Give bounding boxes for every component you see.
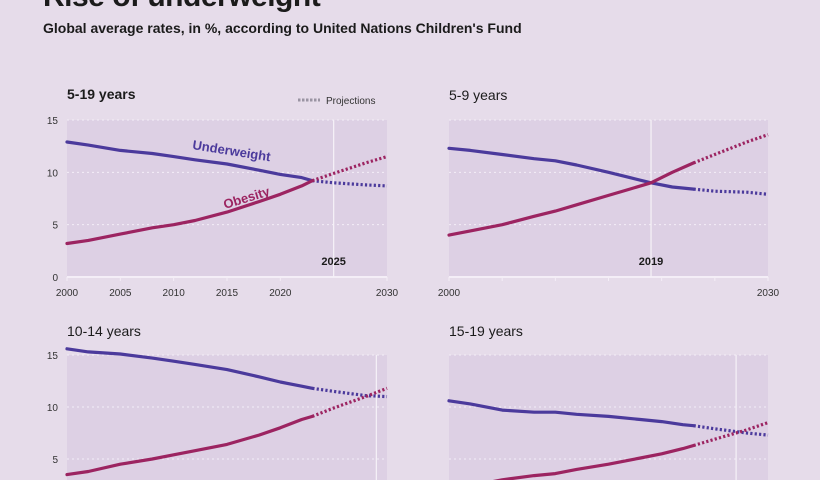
obesity-projection-line (693, 421, 769, 448)
underweight-line (65, 140, 314, 183)
panel-title: 10-14 years (67, 323, 141, 339)
x-tick-label: 2010 (163, 288, 186, 299)
x-tick-label: 2000 (56, 288, 79, 299)
underweight-projection-line (693, 424, 769, 437)
obesity-projection-line (311, 386, 388, 418)
x-tick-label: 2000 (438, 288, 461, 299)
underweight-projection-line (312, 386, 388, 399)
marker-year-label: 2025 (321, 256, 345, 268)
y-tick-label: 5 (52, 455, 58, 466)
panel-title: 15-19 years (449, 323, 523, 339)
y-tick-label: 10 (47, 403, 59, 414)
underweight-projection-line (693, 187, 769, 196)
underweight-line (65, 347, 314, 390)
x-tick-label: 2015 (216, 288, 239, 299)
panel-title: 5-19 years (67, 86, 136, 102)
y-tick-label: 5 (52, 221, 58, 232)
obesity-projection-line (693, 133, 769, 165)
x-tick-label: 2005 (109, 288, 132, 299)
y-tick-label: 15 (47, 116, 59, 127)
chart-panel-5-19-years: 0 5 10 15 2000 2005 2010 2015 2020 2030 5-19 years… (47, 86, 399, 299)
obesity-line (65, 179, 314, 246)
obesity-projection-line (311, 155, 388, 183)
panel-title: 5-9 years (449, 87, 507, 103)
underweight-line (447, 399, 696, 428)
chart-panel-5-9-years: 2000 2030 5-9 years 2019 (438, 87, 780, 299)
obesity-line (447, 161, 696, 237)
page-title: Rise of underweight (43, 0, 321, 14)
chart-panel-10-14-years: 5 10 15 10-14 years (47, 323, 388, 480)
y-tick-label: 10 (47, 168, 59, 179)
marker-year-label: 2019 (639, 256, 663, 268)
x-tick-label: 2020 (269, 288, 292, 299)
x-tick-label: 2030 (757, 288, 780, 299)
plot-area (67, 355, 387, 480)
y-tick-label: 15 (47, 351, 59, 362)
projections-legend-label: Projections (326, 96, 375, 107)
chart-panel-15-19-years: 15-19 years (447, 323, 769, 480)
underweight-projection-line (312, 179, 388, 188)
x-tick-label: 2030 (376, 288, 399, 299)
plot-area (449, 120, 768, 277)
page-subtitle: Global average rates, in %, according to… (43, 20, 522, 36)
obesity-line (65, 414, 314, 477)
y-tick-label: 0 (52, 273, 58, 284)
